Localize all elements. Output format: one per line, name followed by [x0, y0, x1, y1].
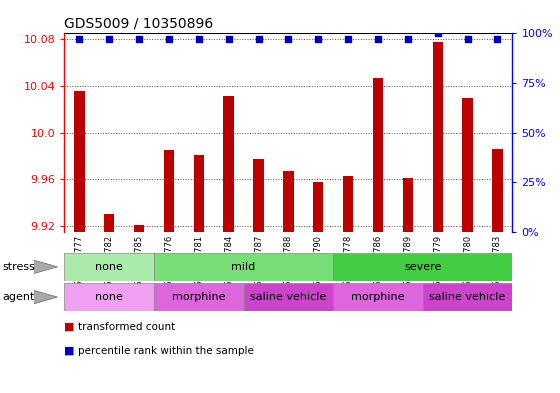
Bar — [154, 283, 244, 311]
Bar — [253, 160, 264, 232]
Point — [224, 36, 233, 42]
Bar — [223, 96, 234, 232]
Text: ■: ■ — [64, 322, 75, 332]
Bar — [463, 97, 473, 232]
Bar — [343, 176, 353, 232]
Bar — [64, 253, 154, 281]
Text: transformed count: transformed count — [78, 322, 176, 332]
Text: saline vehicle: saline vehicle — [430, 292, 506, 302]
Bar — [164, 150, 174, 232]
Bar — [333, 253, 512, 281]
Point — [493, 36, 502, 42]
Point — [344, 36, 353, 42]
Text: percentile rank within the sample: percentile rank within the sample — [78, 345, 254, 356]
Bar — [74, 91, 85, 232]
Text: severe: severe — [404, 262, 441, 272]
Point — [134, 36, 143, 42]
Point — [433, 30, 442, 37]
Point — [463, 36, 472, 42]
Bar — [244, 283, 333, 311]
Bar — [313, 182, 324, 232]
Text: morphine: morphine — [351, 292, 405, 302]
Bar — [492, 149, 503, 232]
Bar — [194, 155, 204, 232]
Bar — [104, 214, 114, 232]
Point — [284, 36, 293, 42]
Text: ■: ■ — [64, 345, 75, 356]
Bar — [333, 283, 423, 311]
Text: morphine: morphine — [172, 292, 226, 302]
Text: stress: stress — [3, 262, 36, 272]
Bar — [432, 42, 443, 232]
Bar — [423, 283, 512, 311]
Point — [403, 36, 412, 42]
Bar — [373, 78, 383, 232]
Text: agent: agent — [3, 292, 35, 302]
Point — [314, 36, 323, 42]
Bar — [283, 171, 293, 232]
Point — [165, 36, 174, 42]
Bar — [403, 178, 413, 232]
Polygon shape — [34, 290, 58, 304]
Text: GDS5009 / 10350896: GDS5009 / 10350896 — [64, 17, 214, 31]
Point — [374, 36, 382, 42]
Text: saline vehicle: saline vehicle — [250, 292, 326, 302]
Bar — [134, 225, 144, 232]
Point — [194, 36, 203, 42]
Point — [105, 36, 114, 42]
Bar — [64, 283, 154, 311]
Bar — [154, 253, 333, 281]
Polygon shape — [34, 260, 58, 274]
Text: mild: mild — [231, 262, 256, 272]
Point — [254, 36, 263, 42]
Text: none: none — [95, 292, 123, 302]
Point — [75, 36, 84, 42]
Text: none: none — [95, 262, 123, 272]
